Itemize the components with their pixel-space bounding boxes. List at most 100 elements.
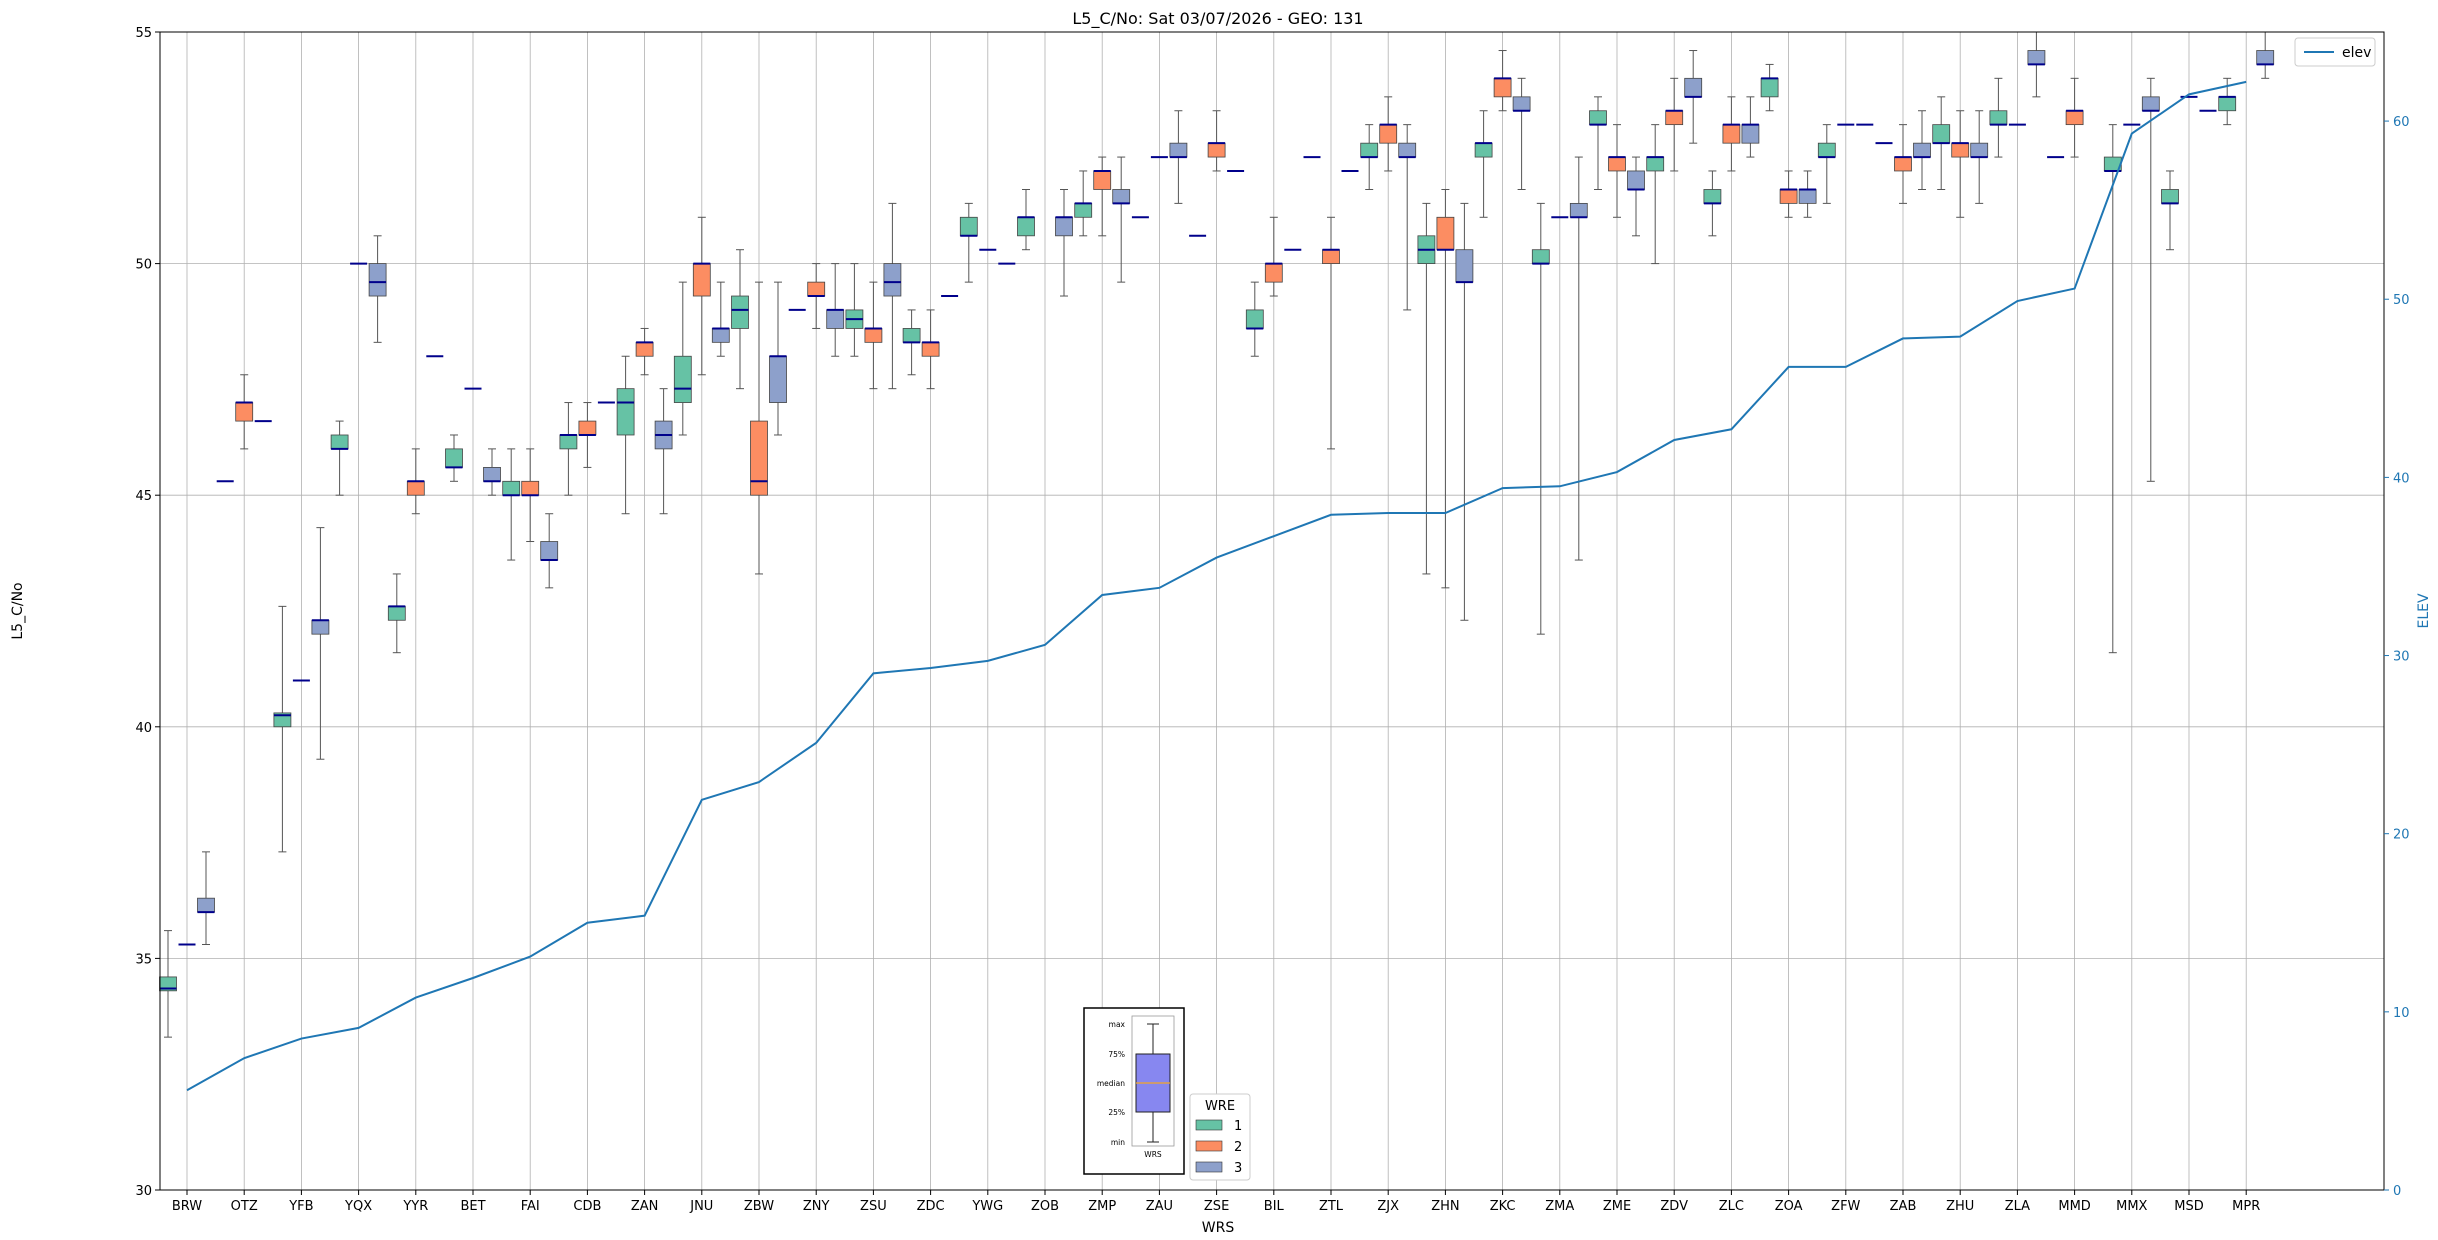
box-wre-3-ZBW bbox=[769, 281, 787, 436]
box-body bbox=[1169, 142, 1188, 158]
box-body bbox=[921, 341, 940, 357]
y-tick-label: 30 bbox=[135, 1184, 152, 1199]
box-wre-3-FAI bbox=[540, 513, 559, 589]
x-tick-label: ZAB bbox=[1890, 1199, 1917, 1214]
box-body bbox=[826, 309, 845, 329]
x-tick-label: ZHN bbox=[1431, 1199, 1459, 1214]
box-body bbox=[483, 467, 501, 482]
y-tick-label: 45 bbox=[135, 489, 152, 504]
box-wre-3-MPR bbox=[2256, 31, 2275, 79]
box-body bbox=[1665, 110, 1684, 126]
box-wre-2-ZDC bbox=[921, 309, 940, 390]
box-body bbox=[1398, 142, 1417, 158]
box-wre-1-MSD bbox=[2161, 170, 2179, 251]
box-body bbox=[1932, 124, 1951, 144]
box-body bbox=[1760, 77, 1779, 98]
box-body bbox=[673, 355, 692, 403]
box-body bbox=[2027, 50, 2046, 65]
x-tick-label: MMX bbox=[2116, 1199, 2147, 1214]
y2-axis-label: ELEV bbox=[2416, 593, 2432, 628]
box-body bbox=[1017, 216, 1035, 237]
y-axis-label: L5_C/No bbox=[10, 582, 26, 639]
wre-legend-label-1: 1 bbox=[1234, 1119, 1242, 1134]
box-wre-1-ZOB bbox=[1017, 188, 1035, 251]
box-body bbox=[1608, 156, 1626, 172]
elev-series bbox=[186, 80, 2247, 1092]
box-body bbox=[1989, 110, 2008, 126]
box-wre-3-ZJX bbox=[1398, 124, 1417, 311]
box-body bbox=[711, 328, 730, 343]
box-body bbox=[1055, 216, 1073, 237]
x-tick-label: ZBW bbox=[744, 1199, 774, 1214]
box-body bbox=[1894, 156, 1912, 172]
box-wre-2-OTZ bbox=[235, 374, 254, 450]
y2-tick-label: 50 bbox=[2393, 293, 2410, 308]
box-wre-2-ZHN bbox=[1436, 188, 1455, 589]
box-wre-2-ZTL bbox=[1322, 216, 1340, 450]
wre-legend-label-3: 3 bbox=[1234, 1161, 1242, 1176]
x-tick-label: YWG bbox=[971, 1199, 1003, 1214]
x-tick-label: ZFW bbox=[1831, 1199, 1860, 1214]
box-body bbox=[1455, 249, 1474, 283]
box-wre-2-ZSU bbox=[864, 281, 883, 390]
y2-tick-label: 60 bbox=[2393, 115, 2410, 130]
box-body bbox=[1817, 142, 1836, 158]
box-body bbox=[1207, 142, 1226, 158]
box-body bbox=[1531, 249, 1550, 264]
x-tick-label: JNU bbox=[689, 1199, 713, 1214]
box-wre-3-YFB bbox=[311, 527, 330, 760]
y2-tick-label: 20 bbox=[2393, 828, 2410, 843]
x-tick-label: ZSE bbox=[1204, 1199, 1229, 1214]
box-body bbox=[1951, 142, 1970, 158]
x-tick-label: BET bbox=[460, 1199, 485, 1214]
x-tick-label: ZOA bbox=[1775, 1199, 1803, 1214]
y2-tick-label: 0 bbox=[2393, 1184, 2401, 1199]
box-body bbox=[1913, 142, 1931, 158]
box-wre-2-JNU bbox=[692, 216, 711, 376]
box-body bbox=[1264, 263, 1283, 283]
box-wre-2-ZKC bbox=[1493, 50, 1512, 112]
box-body bbox=[1245, 309, 1264, 329]
box-body bbox=[1779, 189, 1798, 204]
x-tick-label: ZMA bbox=[1545, 1199, 1574, 1214]
chart-title: L5_C/No: Sat 03/07/2026 - GEO: 131 bbox=[1072, 9, 1363, 29]
box-body bbox=[2141, 96, 2160, 112]
axes: BRW OTZ YFB YQX YYR BET FAI CDB ZAN JNU ZBW ZNY ZSU Z… bbox=[135, 26, 2409, 1214]
y-tick-label: 40 bbox=[135, 721, 152, 736]
box-body bbox=[807, 281, 826, 297]
box-wre-1-ZHN bbox=[1417, 202, 1436, 575]
box-wre-3-ZKC bbox=[1512, 77, 1531, 190]
elev-legend-label: elev bbox=[2342, 45, 2371, 61]
x-tick-label: ZSU bbox=[860, 1199, 887, 1214]
y-tick-label: 55 bbox=[135, 26, 152, 41]
x-tick-label: CDB bbox=[573, 1199, 601, 1214]
box-wre-1-YQX bbox=[330, 420, 349, 496]
key-label-q3: 75% bbox=[1108, 1050, 1125, 1059]
box-wre-3-BRW bbox=[197, 851, 215, 946]
wre-legend-title: WRE bbox=[1205, 1099, 1235, 1114]
box-wre-2-ZME bbox=[1608, 124, 1626, 218]
box-body bbox=[2218, 96, 2237, 112]
box-body bbox=[1589, 110, 1607, 126]
box-body bbox=[540, 541, 559, 561]
y-tick-label: 35 bbox=[135, 952, 152, 967]
box-body bbox=[1474, 142, 1493, 158]
box-wre-1-ZLA bbox=[1989, 77, 2008, 158]
x-tick-label: YQX bbox=[344, 1199, 372, 1214]
box-wre-3-ZLA bbox=[2027, 31, 2046, 98]
box-body bbox=[368, 263, 387, 297]
box-body bbox=[1436, 216, 1455, 251]
box-body bbox=[769, 355, 787, 403]
x-tick-label: ZMP bbox=[1088, 1199, 1116, 1214]
x-tick-label: MMD bbox=[2058, 1199, 2090, 1214]
box-wre-1-YFB bbox=[273, 605, 292, 853]
box-wre-3-ZOB bbox=[1055, 188, 1073, 297]
box-wre-2-ZJX bbox=[1379, 96, 1398, 172]
box-body bbox=[235, 402, 254, 422]
box-wre-1-ZME bbox=[1589, 96, 1607, 190]
box-wre-1-YYR bbox=[387, 573, 406, 654]
box-wre-2-FAI bbox=[521, 448, 540, 543]
box-body bbox=[1493, 77, 1512, 98]
box-body bbox=[387, 605, 406, 621]
